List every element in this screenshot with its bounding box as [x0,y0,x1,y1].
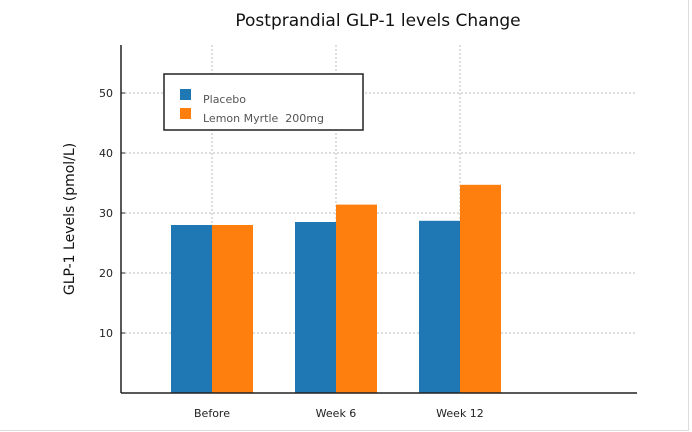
bar-lemon-myrtle [460,184,501,393]
bar-placebo [171,225,212,393]
x-tick-label: Week 6 [316,407,357,420]
y-tick-label: 10 [99,327,113,340]
legend-swatch-lemon-myrtle [180,108,191,119]
legend-label-placebo: Placebo [203,93,246,106]
y-tick-label: 50 [99,87,113,100]
legend: Placebo Lemon Myrtle 200mg [163,73,364,131]
legend-box [163,73,364,131]
x-tick-label: Week 12 [436,407,484,420]
bar-lemon-myrtle [336,204,377,393]
bar-placebo [295,222,336,393]
bar-placebo [419,220,460,393]
y-tick-label: 20 [99,267,113,280]
legend-label-lemon-myrtle: Lemon Myrtle 200mg [203,112,324,125]
x-tick-label: Before [194,407,230,420]
chart-title: Postprandial GLP-1 levels Change [235,11,520,31]
y-tick-label: 40 [99,147,113,160]
bar-lemon-myrtle [212,225,253,393]
y-axis-label: GLP-1 Levels (pmol/L) [62,143,78,295]
legend-swatch-placebo [180,89,191,100]
y-tick-label: 30 [99,207,113,220]
